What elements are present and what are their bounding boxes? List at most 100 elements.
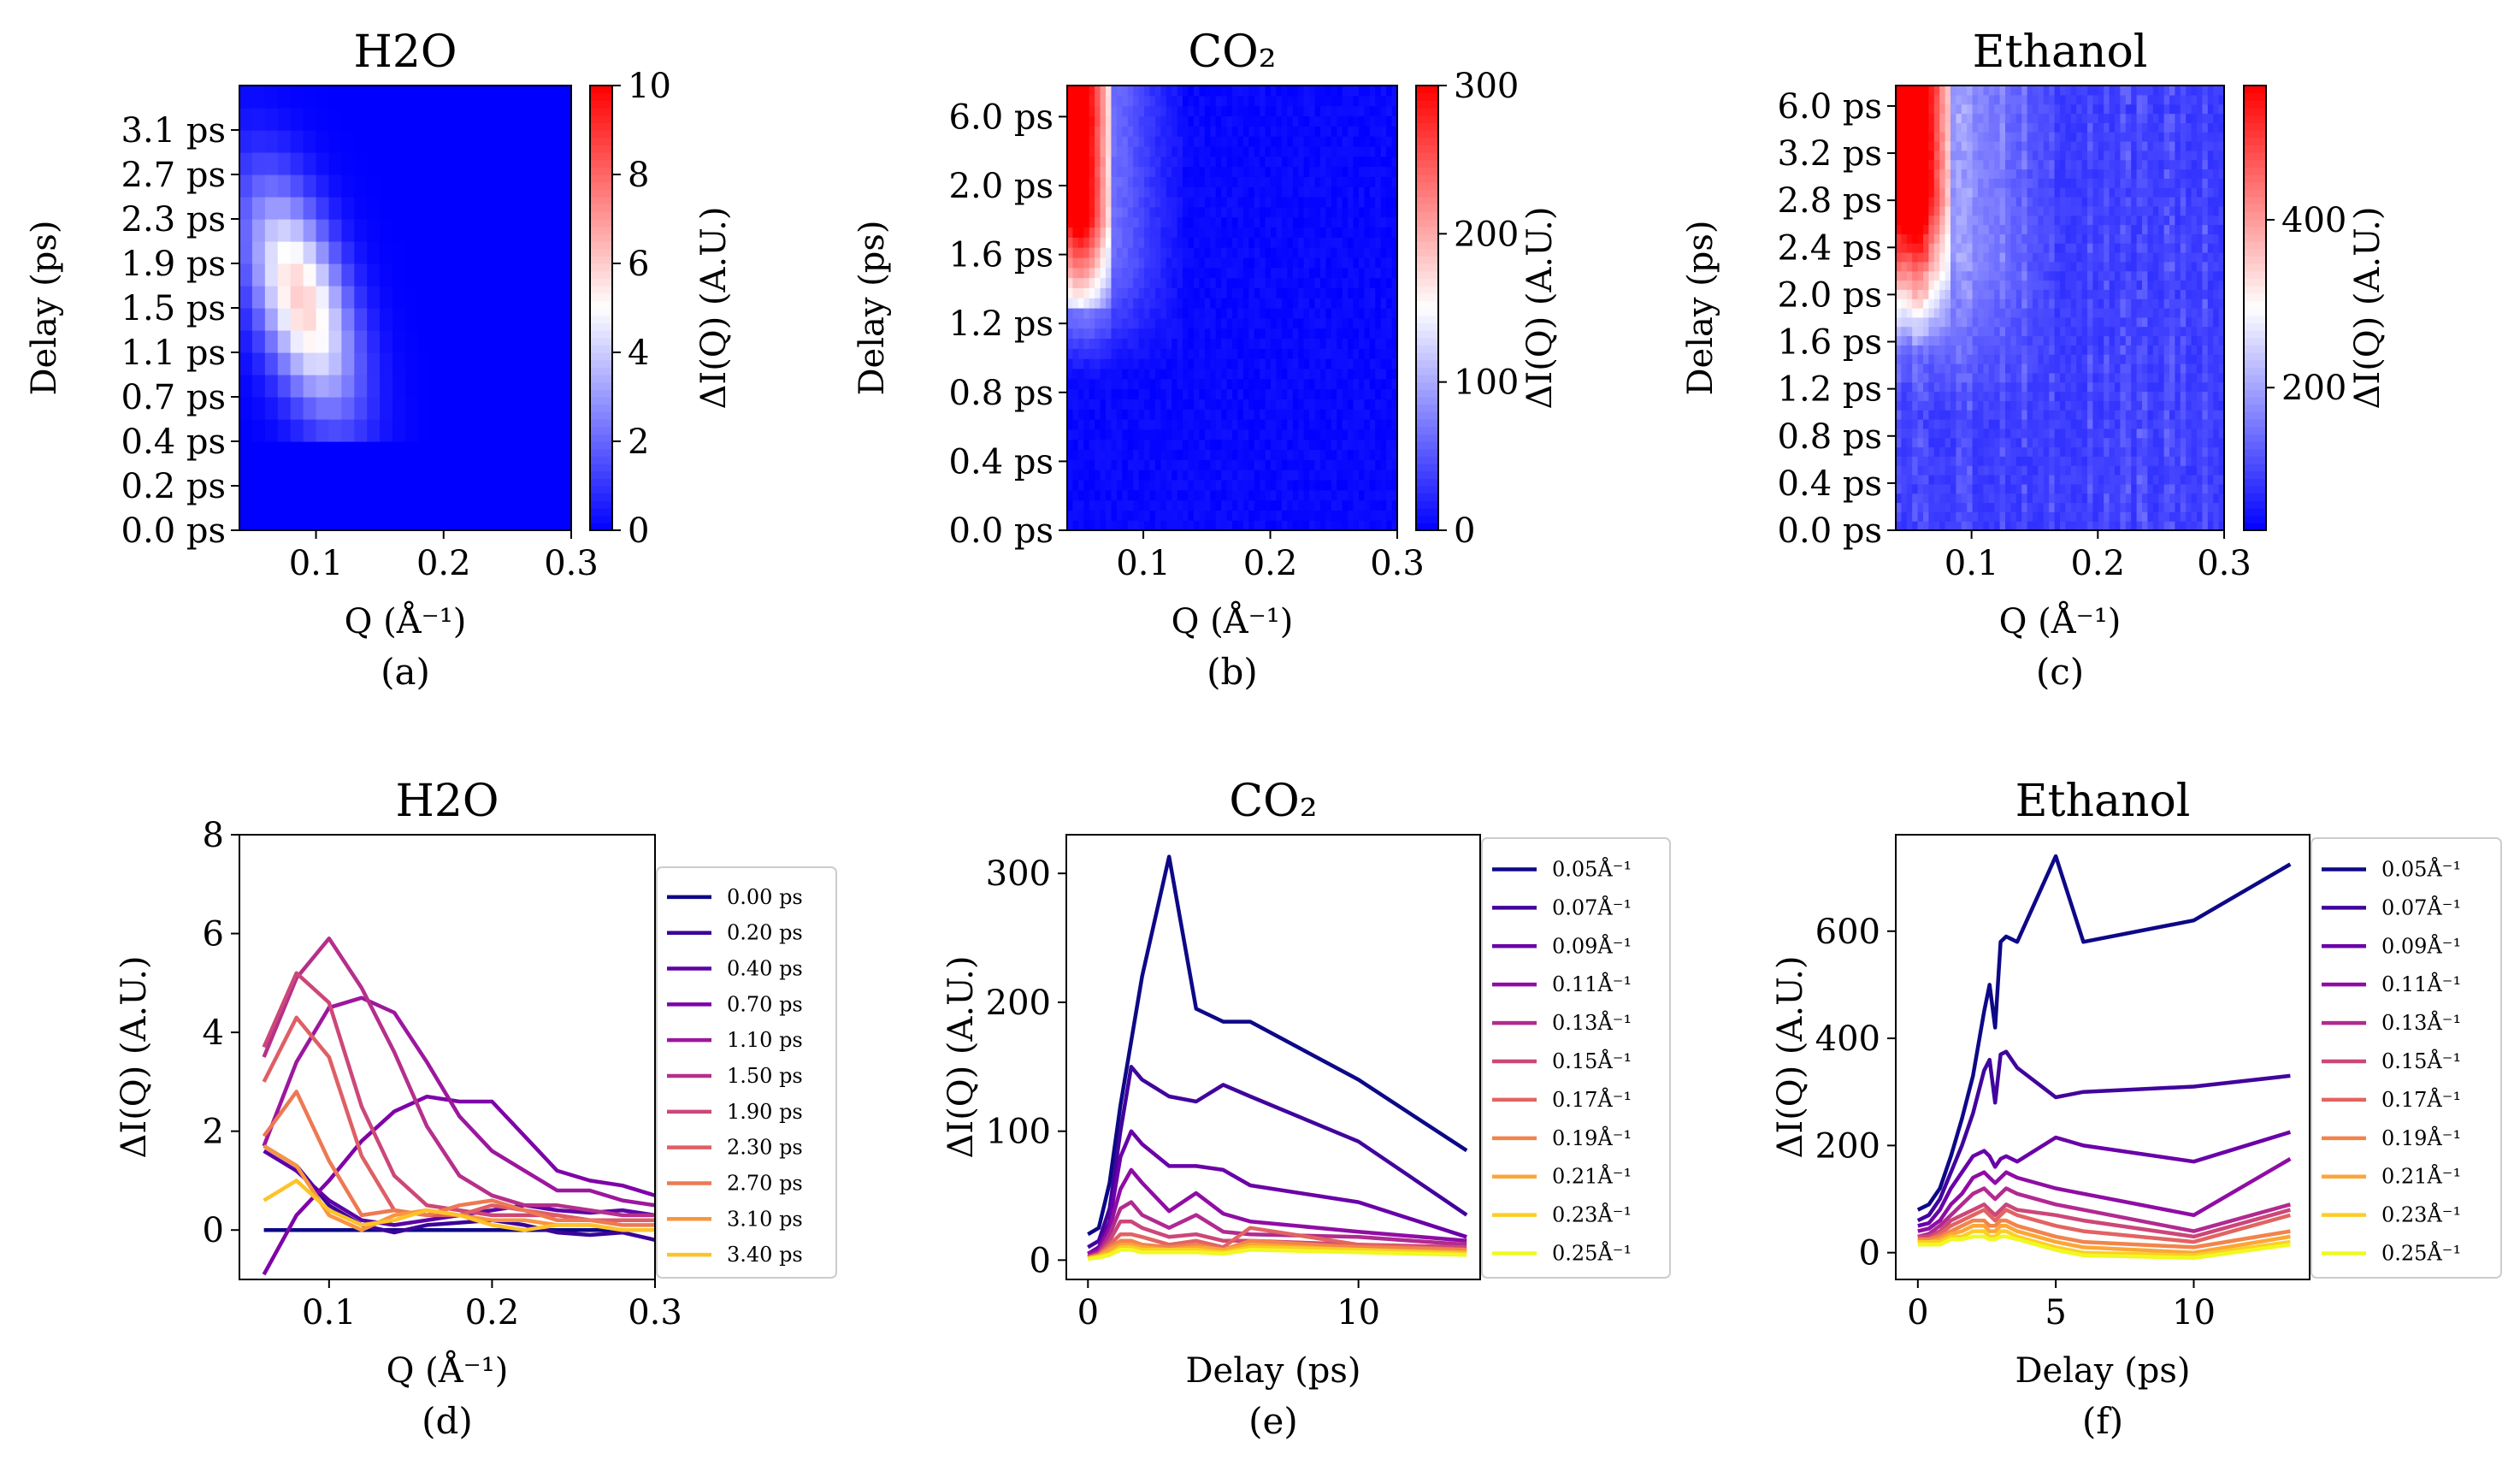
heatmap-cell <box>1314 186 1321 198</box>
heatmap-cell <box>1254 86 1260 97</box>
heatmap-cell <box>1265 399 1272 410</box>
heatmap-cell <box>1348 206 1354 218</box>
heatmap-cell <box>1276 479 1283 491</box>
heatmap-cell <box>1183 378 1189 390</box>
heatmap-cell <box>1160 115 1167 127</box>
heatmap-cell <box>2027 335 2033 346</box>
heatmap-cell <box>1348 298 1354 309</box>
heatmap-cell <box>1961 335 1968 346</box>
heatmap-cell <box>546 174 559 198</box>
heatmap-cell <box>1331 317 1337 329</box>
colorbar-segment <box>1416 233 1438 242</box>
heatmap-cell <box>2043 205 2050 216</box>
heatmap-cell <box>1077 197 1084 208</box>
heatmap-cell <box>1337 287 1343 298</box>
heatmap-cell <box>2054 205 2061 216</box>
heatmap-cell <box>1144 126 1151 137</box>
heatmap-cell <box>1331 449 1337 460</box>
heatmap-cell <box>1309 95 1316 107</box>
heatmap-cell <box>1248 439 1255 451</box>
heatmap-cell <box>469 464 483 487</box>
heatmap-cell <box>1260 126 1266 137</box>
heatmap-cell <box>1254 358 1260 369</box>
heatmap-cell <box>1122 358 1129 369</box>
heatmap-cell <box>1386 115 1393 127</box>
heatmap-cell <box>1171 368 1178 380</box>
heatmap-cell <box>1100 479 1107 491</box>
heatmap-cell <box>1281 206 1288 218</box>
heatmap-cell <box>2060 326 2066 337</box>
heatmap-cell <box>1314 328 1321 340</box>
heatmap-cell <box>520 375 534 398</box>
heatmap-cell <box>1154 459 1161 470</box>
heatmap-cell <box>1912 483 1919 494</box>
heatmap-cell <box>546 197 559 220</box>
heatmap-cell <box>2038 456 2045 466</box>
heatmap-cell <box>1978 465 1984 476</box>
heatmap-cell <box>1391 439 1398 451</box>
heatmap-cell <box>1956 150 1962 161</box>
panel-label: (b) <box>1207 651 1258 693</box>
heatmap-cell <box>1961 428 1968 439</box>
heatmap-cell <box>354 464 368 487</box>
heatmap-cell <box>2015 400 2022 411</box>
colorbar-segment <box>590 352 612 361</box>
heatmap-cell <box>277 308 292 331</box>
colorbar-label: ΔI(Q) (A.U.) <box>694 207 734 410</box>
heatmap-cell <box>1917 493 1924 504</box>
heatmap-cell <box>1221 470 1228 481</box>
heatmap-cell <box>1314 388 1321 399</box>
heatmap-cell <box>1939 437 1946 448</box>
heatmap-cell <box>1254 227 1260 238</box>
heatmap-cell <box>1945 456 1951 466</box>
heatmap-cell <box>1204 368 1211 380</box>
heatmap-cell <box>1380 479 1387 491</box>
heatmap-cell <box>1928 419 1935 429</box>
heatmap-cell <box>2033 372 2039 383</box>
heatmap-cell <box>1314 308 1321 319</box>
heatmap-cell <box>1994 475 2001 485</box>
heatmap-cell <box>1906 456 1913 466</box>
heatmap-cell <box>1978 419 1984 429</box>
heatmap-cell <box>1337 105 1343 117</box>
heatmap-cell <box>1166 378 1172 390</box>
heatmap-cell <box>1319 459 1326 470</box>
heatmap-cell <box>1933 363 1940 374</box>
heatmap-cell <box>1348 399 1354 410</box>
heatmap-cell <box>1939 233 1946 244</box>
heatmap-cell <box>1166 156 1172 168</box>
heatmap-cell <box>1319 388 1326 399</box>
heatmap-cell <box>239 130 253 153</box>
heatmap-cell <box>443 197 457 220</box>
heatmap-cell <box>1248 358 1255 369</box>
heatmap-cell <box>2049 150 2056 161</box>
heatmap-cell <box>1369 368 1376 380</box>
heatmap-cell <box>546 86 559 109</box>
heatmap-cell <box>1111 338 1118 349</box>
heatmap-cell <box>2076 428 2083 439</box>
heatmap-cell <box>2015 446 2022 457</box>
heatmap-cell <box>2076 113 2083 123</box>
heatmap-cell <box>1994 280 2001 290</box>
heatmap-cell <box>1369 176 1376 187</box>
heatmap-cell <box>1281 348 1288 359</box>
heatmap-cell <box>1193 145 1200 157</box>
heatmap-cell <box>1271 439 1278 451</box>
heatmap-cell <box>2033 280 2039 290</box>
heatmap-cell <box>1144 348 1151 359</box>
heatmap-cell <box>341 219 355 242</box>
heatmap-cell <box>1072 267 1079 279</box>
heatmap-cell <box>1386 156 1393 168</box>
heatmap-cell <box>2065 381 2072 393</box>
heatmap-cell <box>2065 437 2072 448</box>
heatmap-cell <box>2015 178 2022 188</box>
heatmap-cell <box>1138 358 1145 369</box>
heatmap-cell <box>380 197 393 220</box>
heatmap-cell <box>1967 178 1974 188</box>
heatmap-cell <box>1183 277 1189 288</box>
heatmap-cell <box>1319 95 1326 107</box>
heatmap-cell <box>2027 298 2033 309</box>
heatmap-cell <box>1160 298 1167 309</box>
heatmap-cell <box>1271 186 1278 198</box>
